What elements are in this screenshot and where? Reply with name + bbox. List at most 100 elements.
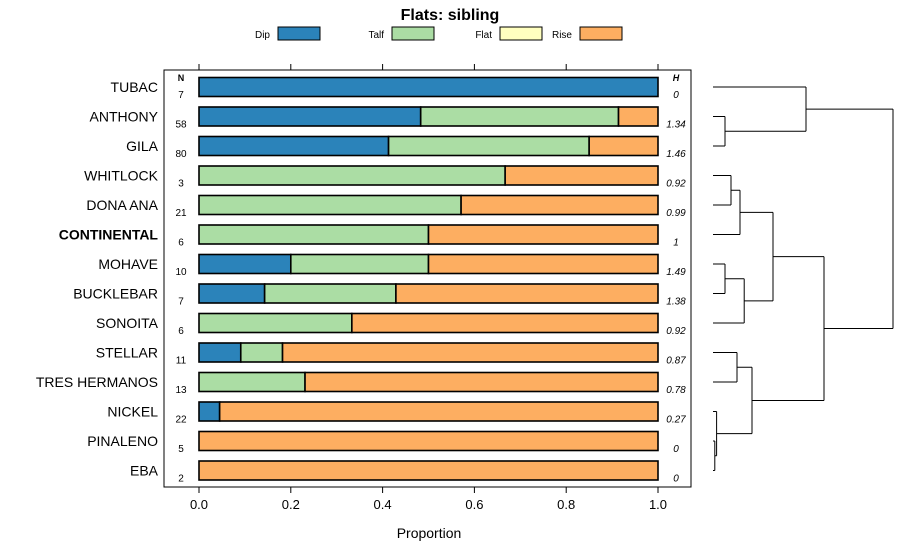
- y-label: NICKEL: [107, 404, 158, 420]
- bar-segment-rise: [281, 342, 659, 363]
- bars: [198, 76, 659, 481]
- bar-segment-rise: [218, 401, 659, 422]
- y-label: WHITLOCK: [84, 168, 159, 184]
- h-value: 1: [673, 238, 679, 249]
- n-value: 7: [178, 297, 184, 308]
- bar-segment-dip: [198, 106, 422, 127]
- plot-frame: [163, 69, 692, 488]
- y-label: STELLAR: [96, 345, 158, 361]
- h-value: 0.87: [666, 356, 686, 367]
- bar-segment-talf: [198, 224, 430, 245]
- bar-segment-dip: [198, 135, 390, 157]
- h-values: 0 1.34 1.46 0.92 0.99 1 1.49 1.38 0.92 0.87 0.78 0.…: [666, 90, 686, 485]
- x-tick-label: 1.0: [649, 497, 667, 512]
- bar-segment-talf: [263, 283, 397, 304]
- legend-swatch-dip: [277, 26, 321, 41]
- y-label: TRES HERMANOS: [36, 374, 158, 390]
- bar-segment-talf: [198, 371, 306, 393]
- bar-segment-talf: [198, 194, 462, 216]
- bar-segment-rise: [427, 224, 659, 245]
- y-label: MOHAVE: [98, 256, 158, 272]
- bar-segment-dip: [198, 253, 292, 275]
- legend-label-talf: Talf: [368, 30, 384, 41]
- legend-label-rise: Rise: [552, 30, 572, 41]
- n-value: 21: [175, 208, 187, 219]
- h-value: 1.49: [666, 267, 686, 278]
- bar-segment-rise: [427, 253, 659, 275]
- x-axis-label: Proportion: [397, 525, 462, 541]
- legend-swatch-flat: [499, 26, 543, 41]
- bar-segment-talf: [198, 312, 353, 334]
- x-tick-label: 0.4: [374, 497, 392, 512]
- bar-segment-talf: [198, 165, 506, 186]
- x-tick-label: 0.8: [557, 497, 575, 512]
- bar-segment-rise: [304, 371, 659, 393]
- bar-segment-rise: [504, 165, 659, 186]
- bar-segment-talf: [387, 135, 590, 157]
- y-label: SONOITA: [96, 315, 159, 331]
- y-axis-labels: TUBAC ANTHONY GILA WHITLOCK DONA ANA CONTINEN…: [36, 79, 159, 479]
- h-value: 0: [673, 90, 679, 101]
- y-label: PINALENO: [87, 433, 158, 449]
- n-value: 22: [175, 415, 187, 426]
- bar-segment-talf: [419, 106, 620, 127]
- h-value: 1.46: [666, 149, 686, 160]
- n-value: 11: [176, 356, 187, 367]
- top-axis-ticks: [198, 64, 659, 70]
- n-values: 7 58 80 3 21 6 10 7 6 11 13 22 5 2: [175, 90, 187, 485]
- h-value: 0.92: [666, 326, 686, 337]
- x-axis: 0.0 0.2 0.4 0.6 0.8 1.0: [190, 487, 667, 512]
- bar-segment-dip: [198, 283, 266, 304]
- n-header: N: [178, 73, 185, 83]
- legend-label-flat: Flat: [475, 30, 492, 41]
- bar-segment-rise: [460, 194, 659, 216]
- legend: Dip Talf Flat Rise: [255, 26, 623, 41]
- h-value: 0.78: [666, 385, 686, 396]
- bar-segment-talf: [289, 253, 430, 275]
- n-value: 2: [178, 474, 184, 485]
- bar-segment-rise: [588, 135, 659, 157]
- y-label: DONA ANA: [86, 197, 158, 213]
- h-value: 0.99: [666, 208, 686, 219]
- h-value: 0.27: [666, 415, 686, 426]
- legend-label-dip: Dip: [255, 30, 270, 41]
- chart-title: Flats: sibling: [401, 7, 500, 24]
- bar-segment-rise: [395, 283, 659, 304]
- h-value: 0.92: [666, 179, 686, 190]
- h-header: H: [673, 73, 680, 83]
- y-label: CONTINENTAL: [59, 227, 159, 243]
- bar-segment-dip: [198, 76, 659, 98]
- n-value: 5: [178, 444, 184, 455]
- n-value: 10: [175, 267, 187, 278]
- y-label: ANTHONY: [90, 109, 159, 125]
- bar-segment-dip: [198, 401, 221, 422]
- h-value: 0: [673, 474, 679, 485]
- bar-segment-talf: [239, 342, 284, 363]
- y-label: TUBAC: [111, 79, 158, 95]
- y-label: GILA: [126, 138, 159, 154]
- h-value: 1.34: [666, 120, 686, 131]
- x-tick-label: 0.6: [465, 497, 483, 512]
- bar-segment-rise: [617, 106, 659, 127]
- n-value: 80: [175, 149, 187, 160]
- legend-swatch-talf: [391, 26, 435, 41]
- n-value: 6: [178, 326, 184, 337]
- bar-segment-dip: [198, 342, 242, 363]
- x-tick-label: 0.0: [190, 497, 208, 512]
- legend-swatch-rise: [579, 26, 623, 41]
- n-value: 58: [175, 120, 187, 131]
- y-label: EBA: [130, 463, 159, 479]
- n-value: 13: [175, 385, 187, 396]
- bar-segment-rise: [198, 430, 659, 452]
- n-value: 7: [178, 90, 184, 101]
- h-value: 0: [673, 444, 679, 455]
- n-value: 6: [178, 238, 184, 249]
- dendrogram: [713, 86, 894, 471]
- n-value: 3: [178, 179, 184, 190]
- h-value: 1.38: [666, 297, 686, 308]
- x-tick-label: 0.2: [282, 497, 300, 512]
- bar-segment-rise: [351, 312, 659, 334]
- y-label: BUCKLEBAR: [73, 286, 158, 302]
- bar-segment-rise: [198, 460, 659, 481]
